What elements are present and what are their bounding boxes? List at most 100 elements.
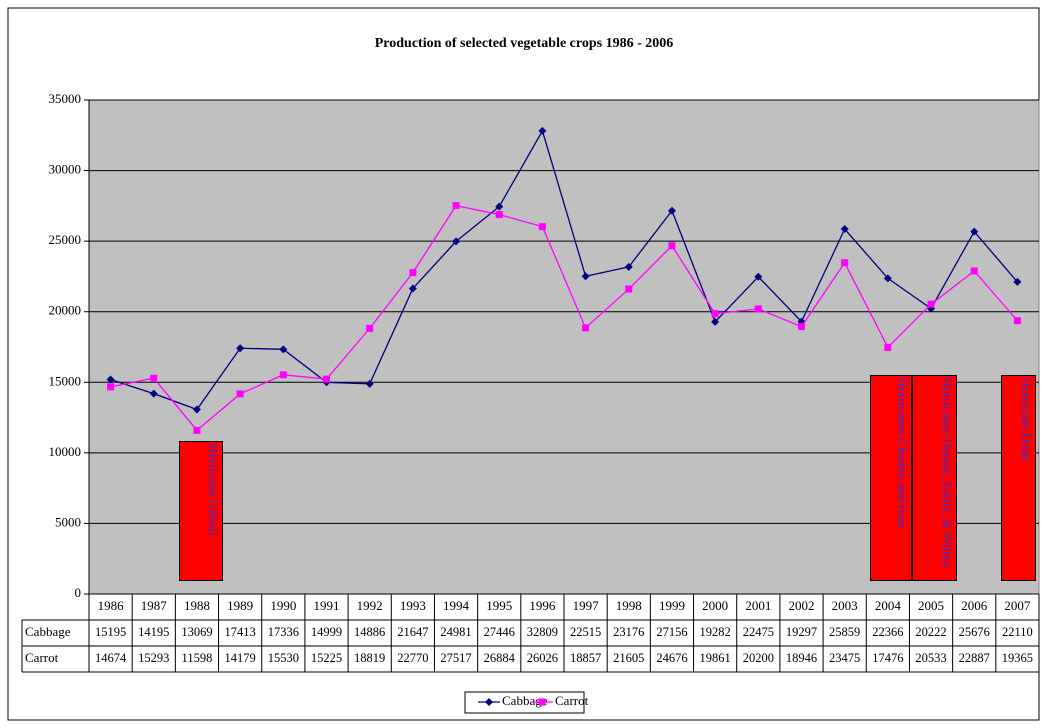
legend-label: Cabbage	[502, 693, 548, 708]
marker	[538, 126, 547, 135]
marker	[711, 310, 719, 318]
table-value: 14195	[138, 625, 169, 639]
marker	[1013, 317, 1021, 325]
y-tick-label: 20000	[49, 303, 82, 318]
marker	[798, 323, 805, 331]
marker	[106, 375, 115, 384]
table-value: 13069	[181, 625, 212, 639]
table-value: 25676	[959, 625, 990, 639]
table-value: 22366	[872, 625, 903, 639]
y-tick-label: 30000	[49, 162, 82, 177]
marker	[841, 259, 849, 267]
table-value: 22770	[397, 651, 428, 665]
marker	[279, 345, 288, 354]
y-tick-label: 0	[75, 585, 82, 600]
marker	[538, 223, 546, 231]
marker	[711, 317, 720, 326]
marker	[970, 267, 978, 275]
marker	[538, 698, 546, 706]
marker	[625, 285, 633, 293]
x-tick-label: 2004	[875, 598, 902, 613]
x-tick-label: 1990	[270, 598, 296, 613]
table-value: 24676	[656, 651, 687, 665]
marker	[279, 371, 287, 379]
table-value: 11598	[182, 651, 213, 665]
table-value: 20222	[915, 625, 946, 639]
table-row-label: Carrot	[25, 650, 59, 665]
table-value: 15195	[95, 625, 126, 639]
marker	[495, 211, 503, 219]
table-value: 14674	[95, 651, 127, 665]
table-value: 17476	[872, 651, 903, 665]
marker	[365, 379, 374, 388]
table-value: 27446	[484, 625, 515, 639]
table-value: 14999	[311, 625, 342, 639]
x-tick-label: 1997	[573, 598, 600, 613]
marker	[323, 375, 330, 383]
table-value: 27517	[440, 651, 471, 665]
y-tick-label: 10000	[49, 444, 82, 459]
table-row-label: Cabbage	[25, 624, 71, 639]
table-value: 15225	[311, 651, 342, 665]
table-value: 19861	[700, 651, 731, 665]
table-value: 20533	[915, 651, 946, 665]
x-tick-label: 2000	[702, 598, 728, 613]
table-value: 26026	[527, 651, 558, 665]
marker	[149, 389, 158, 398]
marker	[107, 383, 115, 391]
x-tick-label: 1987	[141, 598, 168, 613]
x-tick-label: 2002	[789, 598, 815, 613]
marker	[582, 324, 590, 332]
x-tick-label: 2007	[1004, 598, 1031, 613]
x-tick-label: 2005	[918, 598, 944, 613]
x-tick-label: 2003	[832, 598, 858, 613]
x-tick-label: 1996	[529, 598, 556, 613]
x-tick-label: 1998	[616, 598, 642, 613]
marker	[754, 272, 763, 281]
marker	[883, 274, 892, 283]
annotation: Hurricanes Dennis, Emily, & Wilma	[912, 375, 957, 581]
table-value: 25859	[829, 625, 860, 639]
y-tick-label: 25000	[49, 232, 82, 247]
x-tick-label: 1989	[227, 598, 253, 613]
marker	[754, 305, 762, 313]
legend-box	[464, 691, 585, 714]
y-tick-label: 5000	[55, 514, 81, 529]
x-tick-label: 1994	[443, 598, 470, 613]
marker	[668, 242, 676, 250]
x-tick-label: 1993	[400, 598, 426, 613]
line	[110, 204, 1018, 432]
marker	[236, 344, 245, 353]
marker	[884, 343, 892, 351]
table-value: 32809	[527, 625, 558, 639]
marker	[581, 272, 590, 281]
marker	[927, 300, 935, 308]
marker	[150, 374, 158, 382]
table-value: 19282	[700, 625, 731, 639]
marker	[193, 426, 201, 434]
table-value: 21647	[397, 625, 428, 639]
y-tick-label: 15000	[49, 373, 82, 388]
annotation: Hurricane Gilbert	[179, 441, 223, 581]
table-value: 18857	[570, 651, 601, 665]
annotation: Hurricane Dean	[1001, 375, 1036, 581]
marker	[192, 405, 201, 414]
marker	[667, 206, 676, 215]
x-tick-label: 1992	[357, 598, 383, 613]
table-value: 23475	[829, 651, 860, 665]
marker	[485, 698, 493, 706]
marker	[840, 225, 849, 234]
table-value: 26884	[484, 651, 516, 665]
table-value: 27156	[656, 625, 687, 639]
marker	[1013, 277, 1022, 286]
x-tick-label: 1991	[314, 598, 340, 613]
table-value: 20200	[743, 651, 774, 665]
chart-title: Production of selected vegetable crops 1…	[375, 36, 674, 51]
x-tick-label: 2001	[745, 598, 771, 613]
line	[110, 129, 1018, 411]
annotation: Hurricanes Charley and Ivan	[870, 375, 912, 581]
marker	[452, 237, 461, 246]
table-value: 22887	[959, 651, 990, 665]
